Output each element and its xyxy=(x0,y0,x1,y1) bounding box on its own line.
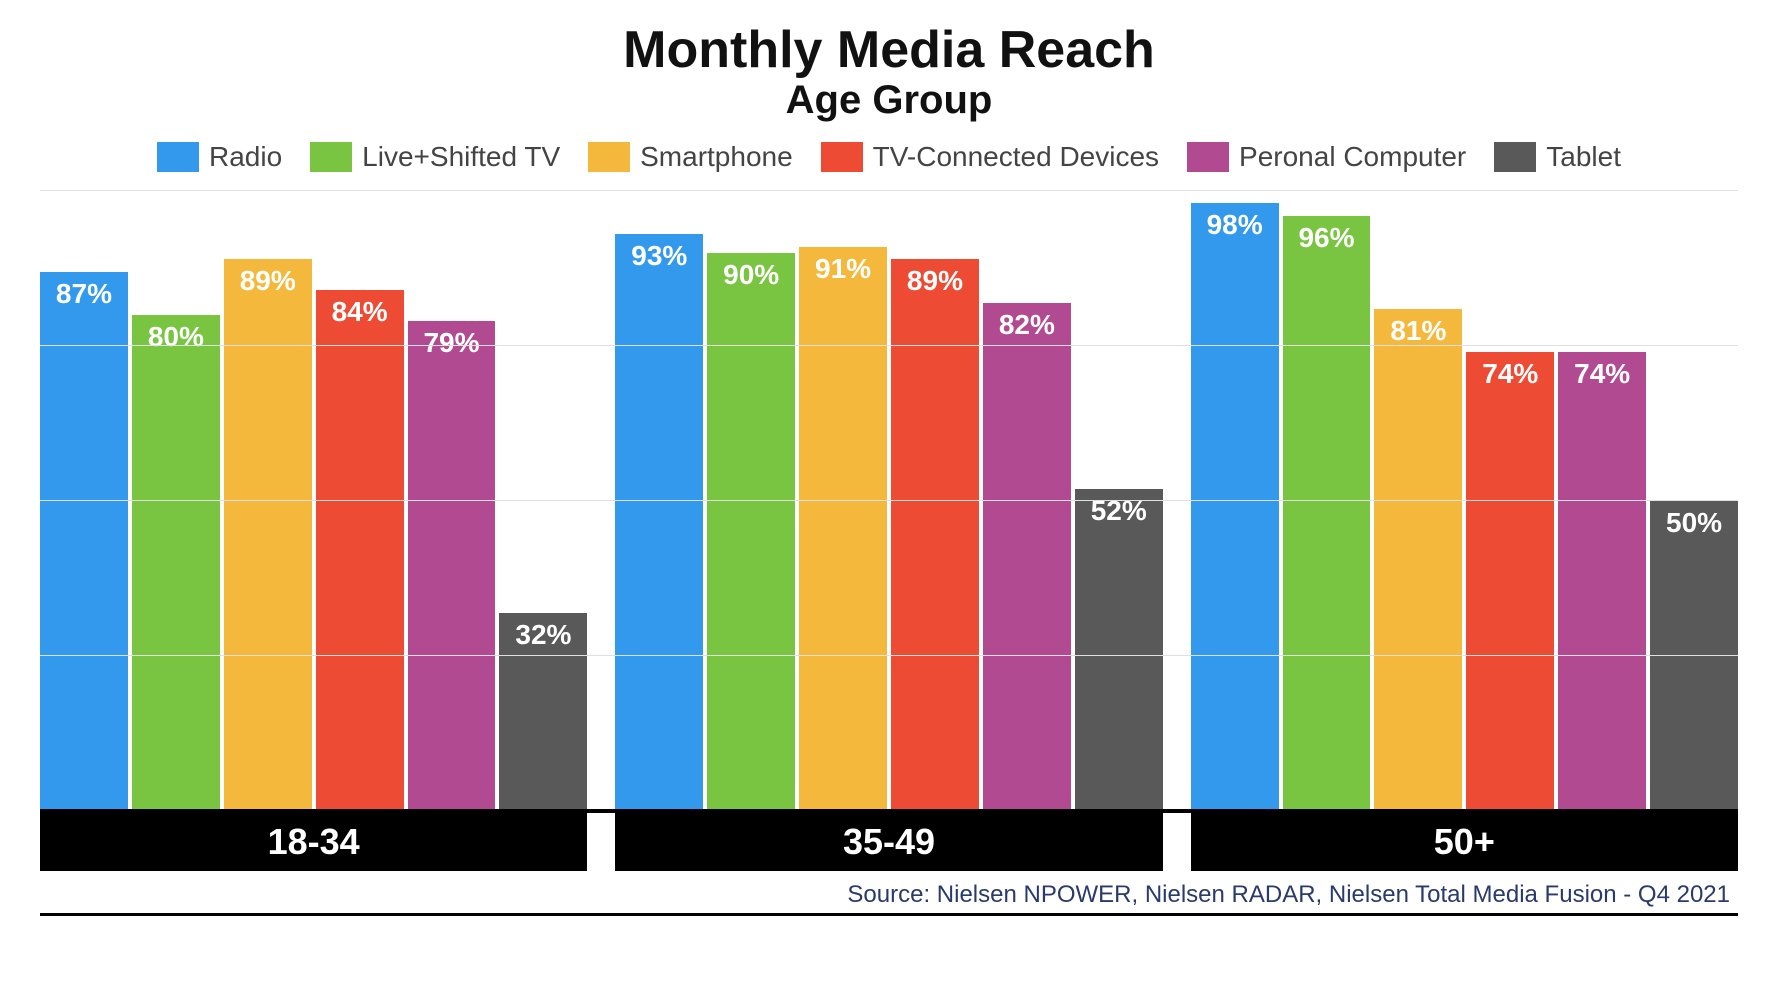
plot-area: 87%80%89%84%79%32%93%90%91%89%82%52%98%9… xyxy=(40,191,1738,871)
legend-label: Peronal Computer xyxy=(1239,141,1466,173)
bar-value-label: 96% xyxy=(1283,222,1371,254)
bar-value-label: 80% xyxy=(132,321,220,353)
legend-swatch xyxy=(310,142,352,172)
bar-value-label: 89% xyxy=(891,265,979,297)
bar-value-label: 90% xyxy=(707,259,795,291)
bar-value-label: 50% xyxy=(1650,507,1738,539)
legend-swatch xyxy=(1494,142,1536,172)
bar: 90% xyxy=(707,253,795,811)
bar-value-label: 84% xyxy=(316,296,404,328)
bar: 80% xyxy=(132,315,220,811)
x-axis-label: 18-34 xyxy=(40,813,587,871)
legend: Radio Live+Shifted TV Smartphone TV-Connect… xyxy=(40,141,1738,173)
bar-value-label: 82% xyxy=(983,309,1071,341)
bar-value-label: 98% xyxy=(1191,209,1279,241)
bar-value-label: 91% xyxy=(799,253,887,285)
legend-swatch xyxy=(821,142,863,172)
x-axis-label: 50+ xyxy=(1191,813,1738,871)
bar: 50% xyxy=(1650,501,1738,811)
legend-label: TV-Connected Devices xyxy=(873,141,1159,173)
bar: 89% xyxy=(224,259,312,811)
bar: 96% xyxy=(1283,216,1371,811)
bar-value-label: 74% xyxy=(1466,358,1554,390)
legend-swatch xyxy=(1187,142,1229,172)
bars: 93%90%91%89%82% 52% xyxy=(615,191,1162,811)
legend-label: Tablet xyxy=(1546,141,1621,173)
legend-label: Radio xyxy=(209,141,282,173)
bar-value-label: 89% xyxy=(224,265,312,297)
gridline xyxy=(40,345,1738,346)
x-axis-labels: 18-34 35-49 50+ xyxy=(40,813,1738,871)
legend-item: Live+Shifted TV xyxy=(310,141,560,173)
bar: 84% xyxy=(316,290,404,811)
baseline xyxy=(40,809,1738,813)
legend-item: Smartphone xyxy=(588,141,793,173)
legend-label: Live+Shifted TV xyxy=(362,141,560,173)
bar: 91% xyxy=(799,247,887,811)
gridline xyxy=(40,500,1738,501)
bar: 98% xyxy=(1191,203,1279,811)
x-axis-label: 35-49 xyxy=(615,813,1162,871)
gridline xyxy=(40,190,1738,191)
bar: 87% xyxy=(40,272,128,811)
media-reach-chart: Monthly Media Reach Age Group Radio Live+… xyxy=(0,0,1778,992)
chart-subtitle: Age Group xyxy=(40,78,1738,123)
legend-swatch xyxy=(157,142,199,172)
bar: 52% xyxy=(1075,489,1163,811)
legend-swatch xyxy=(588,142,630,172)
bar-group: 93%90%91%89%82% 52% xyxy=(615,191,1162,811)
legend-label: Smartphone xyxy=(640,141,793,173)
bar-groups: 87%80%89%84%79%32%93%90%91%89%82%52%98%9… xyxy=(40,191,1738,811)
bar-value-label: 32% xyxy=(499,619,587,651)
bar-value-label: 81% xyxy=(1374,315,1462,347)
source-text: Source: Nielsen NPOWER, Nielsen RADAR, N… xyxy=(847,881,1730,909)
legend-item: Tablet xyxy=(1494,141,1621,173)
bar-group: 98%96%81%74%74%50% xyxy=(1191,191,1738,811)
bar-value-label: 74% xyxy=(1558,358,1646,390)
bar: 74% xyxy=(1466,352,1554,811)
chart-title: Monthly Media Reach xyxy=(40,20,1738,80)
gridline xyxy=(40,655,1738,656)
bar: 32% xyxy=(499,613,587,811)
legend-item: TV-Connected Devices xyxy=(821,141,1159,173)
bar: 82% xyxy=(983,303,1071,811)
bar: 93% xyxy=(615,234,703,811)
bar-group: 87%80%89%84%79% 32% xyxy=(40,191,587,811)
bar: 89% xyxy=(891,259,979,811)
legend-item: Radio xyxy=(157,141,282,173)
bar-value-label: 87% xyxy=(40,278,128,310)
bars: 87%80%89%84%79% 32% xyxy=(40,191,587,811)
legend-item: Peronal Computer xyxy=(1187,141,1466,173)
bar: 79% xyxy=(408,321,496,811)
bar-value-label: 93% xyxy=(615,240,703,272)
bar: 74% xyxy=(1558,352,1646,811)
source-divider xyxy=(40,913,1738,916)
bars: 98%96%81%74%74%50% xyxy=(1191,191,1738,811)
bar: 81% xyxy=(1374,309,1462,811)
bar-value-label: 79% xyxy=(408,327,496,359)
